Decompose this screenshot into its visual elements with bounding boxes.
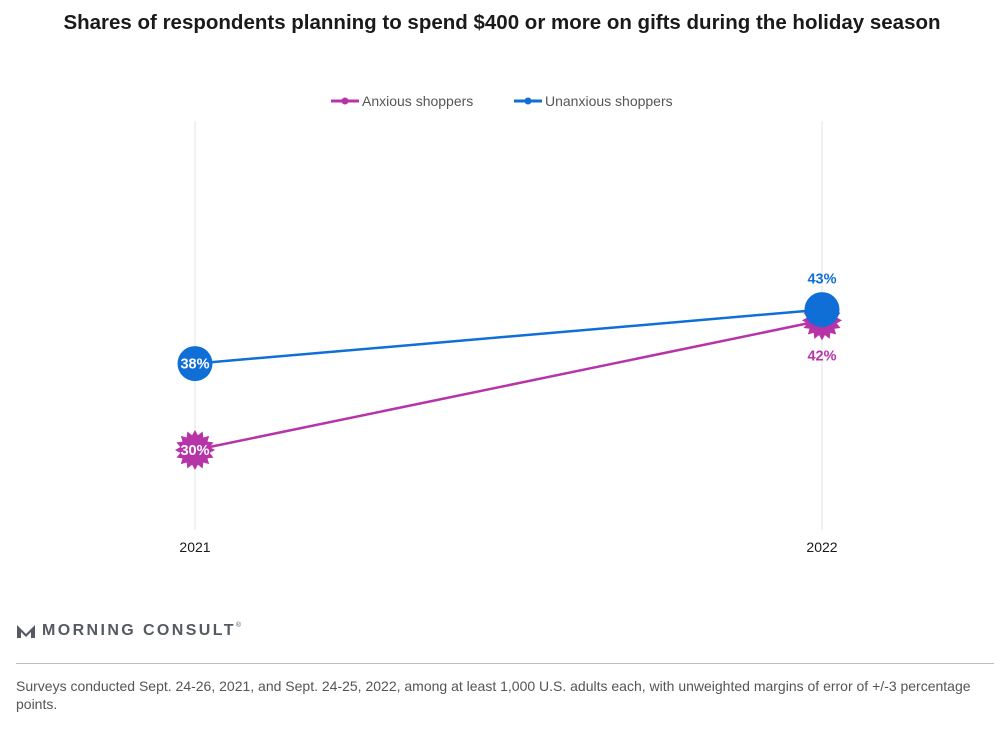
series-line-anxious-shoppers xyxy=(194,319,823,452)
registered-mark: ® xyxy=(235,621,242,629)
legend: Anxious shoppers Unanxious shoppers xyxy=(331,93,673,109)
brand-logo: MORNING CONSULT ® xyxy=(16,620,241,642)
morning-consult-logo-icon xyxy=(17,625,35,638)
data-label-anxious-shoppers-2021: 30% xyxy=(180,443,209,459)
data-label-unanxious-shoppers-2021: 38% xyxy=(180,357,209,373)
x-tick-2021: 2021 xyxy=(179,539,210,555)
legend-item-unanxious-shoppers: Unanxious shoppers xyxy=(514,93,673,109)
data-label-unanxious-shoppers-2022: 43% xyxy=(807,272,836,288)
marker-unanxious-shoppers-2022 xyxy=(804,292,840,328)
footnote: Surveys conducted Sept. 24-26, 2021, and… xyxy=(16,678,971,712)
data-labels: 30% 42% 38% 43% xyxy=(180,272,836,459)
chart-title: Shares of respondents planning to spend … xyxy=(63,11,941,34)
series-line-unanxious-shoppers xyxy=(194,308,823,365)
legend-swatch-dot xyxy=(341,97,349,105)
gridlines xyxy=(194,121,823,530)
legend-item-anxious-shoppers: Anxious shoppers xyxy=(331,93,473,109)
markers xyxy=(175,292,842,470)
data-label-anxious-shoppers-2022: 42% xyxy=(807,348,836,364)
footer-divider xyxy=(16,663,994,664)
legend-swatch-dot xyxy=(524,97,532,105)
series-lines xyxy=(194,308,823,452)
legend-label: Anxious shoppers xyxy=(362,93,473,109)
legend-label: Unanxious shoppers xyxy=(545,93,673,109)
marker-anxious-shoppers-2021 xyxy=(175,430,215,470)
marker-unanxious-shoppers-2021 xyxy=(177,346,213,382)
x-tick-2022: 2022 xyxy=(806,539,837,555)
brand-name: MORNING CONSULT xyxy=(42,622,236,639)
x-axis-ticks: 2021 2022 xyxy=(179,539,837,555)
